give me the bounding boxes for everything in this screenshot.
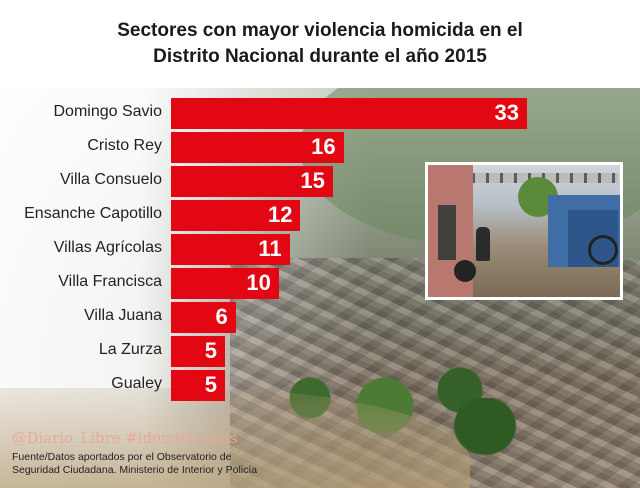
inset-door — [438, 205, 456, 260]
category-label: Domingo Savio — [53, 103, 163, 120]
social-handle: @Diario_Libre #idominicanas — [12, 431, 238, 447]
inset-motorbike-wheel — [588, 235, 618, 265]
inset-person-crouching — [454, 260, 476, 282]
value-label: 6 — [215, 304, 228, 329]
title-line-1: Sectores con mayor violencia homicida en… — [117, 20, 523, 41]
bar — [171, 370, 225, 401]
value-label: 5 — [204, 372, 217, 397]
chart-title: Sectores con mayor violencia homicida en… — [0, 18, 640, 70]
category-label: La Zurza — [98, 341, 162, 358]
category-label: Gualey — [111, 375, 162, 392]
category-label: Villas Agrícolas — [53, 239, 162, 256]
category-label: Villa Francisca — [58, 273, 162, 290]
bar — [171, 336, 225, 367]
value-label: 12 — [267, 202, 293, 227]
value-label: 33 — [494, 100, 519, 125]
category-label: Villa Consuelo — [60, 171, 162, 188]
bar — [171, 234, 290, 265]
palm-tree — [440, 398, 530, 468]
bar — [171, 166, 333, 197]
value-label: 15 — [300, 168, 325, 193]
value-label: 10 — [246, 270, 271, 295]
source-note: Fuente/Datos aportados por el Observator… — [12, 451, 312, 477]
bar — [171, 268, 279, 299]
value-label: 5 — [204, 338, 217, 363]
bar — [171, 132, 344, 163]
category-label: Cristo Rey — [87, 137, 162, 154]
inset-person-standing — [476, 227, 490, 261]
value-label: 11 — [258, 236, 282, 261]
bar — [171, 200, 301, 231]
category-label: Villa Juana — [84, 307, 162, 324]
source-line-1: Fuente/Datos aportados por el Observator… — [12, 451, 232, 463]
source-line-2: Seguridad Ciudadana. Ministerio de Inter… — [12, 464, 258, 476]
bar — [171, 302, 236, 333]
inset-photo — [425, 162, 623, 300]
bar — [171, 98, 527, 129]
category-label: Ensanche Capotillo — [24, 205, 162, 222]
title-line-2: Distrito Nacional durante el año 2015 — [153, 46, 487, 67]
value-label: 16 — [311, 134, 336, 159]
